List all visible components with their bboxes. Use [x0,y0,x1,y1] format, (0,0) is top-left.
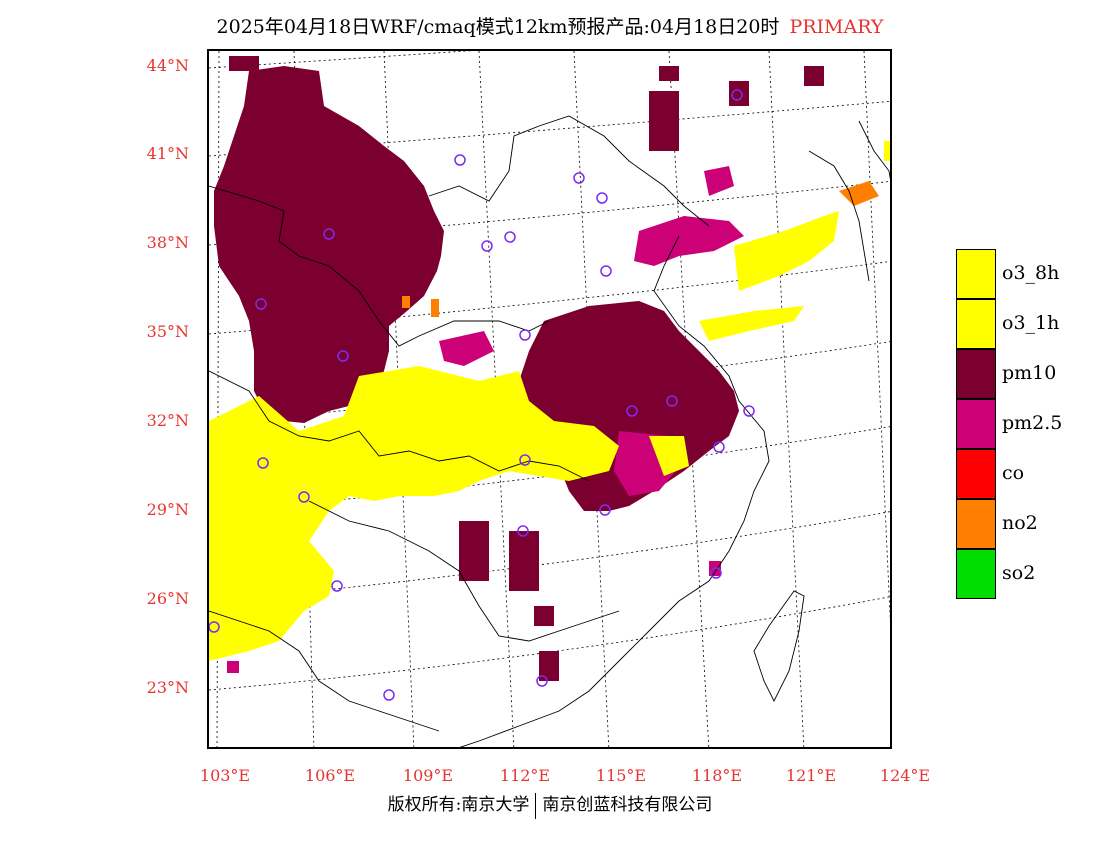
copyright-company: 南京创蓝科技有限公司 [542,795,713,815]
lat-label: 23°N [146,678,189,697]
lat-label: 32°N [146,411,189,430]
no2-region [402,181,879,317]
legend-label: no2 [1002,512,1038,534]
legend-swatch [956,299,996,349]
lon-label: 112°E [499,766,551,785]
lat-label: 35°N [146,322,189,341]
lon-label: 121°E [785,766,837,785]
lon-label: 106°E [304,766,356,785]
o3-region [209,141,890,661]
lon-label: 103°E [199,766,251,785]
map-title: 2025年04月18日WRF/cmaq模式12km预报产品:04月18日20时 P… [0,12,1100,39]
legend-swatch [956,399,996,449]
boundaries [209,115,890,747]
legend-swatch [956,349,996,399]
copyright-separator [535,792,537,819]
legend-label: o3_1h [1002,312,1060,334]
lon-label: 118°E [691,766,743,785]
copyright-owner: 版权所有:南京大学 [387,795,530,815]
legend-swatch [956,249,996,299]
lon-label: 124°E [879,766,931,785]
legend-label: pm2.5 [1002,412,1063,434]
lat-label: 41°N [146,144,189,163]
title-text: 2025年04月18日WRF/cmaq模式12km预报产品:04月18日20时 [216,16,780,38]
legend-label: pm10 [1002,362,1057,384]
map-canvas [209,51,890,747]
lon-label: 115°E [595,766,647,785]
lat-label: 29°N [146,500,189,519]
legend-swatch [956,499,996,549]
legend-label: o3_8h [1002,262,1060,284]
legend-label: co [1002,462,1025,484]
lon-label: 109°E [402,766,454,785]
copyright-footer: 版权所有:南京大学 南京创蓝科技有限公司 [0,790,1100,819]
primary-label: PRIMARY [789,16,884,38]
forecast-map [207,49,892,749]
legend-swatch [956,549,996,599]
lat-label: 38°N [146,233,189,252]
city-markers [209,89,755,701]
legend-swatch [956,449,996,499]
lat-label: 44°N [146,56,189,75]
lat-label: 26°N [146,589,189,608]
legend-label: so2 [1002,562,1036,584]
